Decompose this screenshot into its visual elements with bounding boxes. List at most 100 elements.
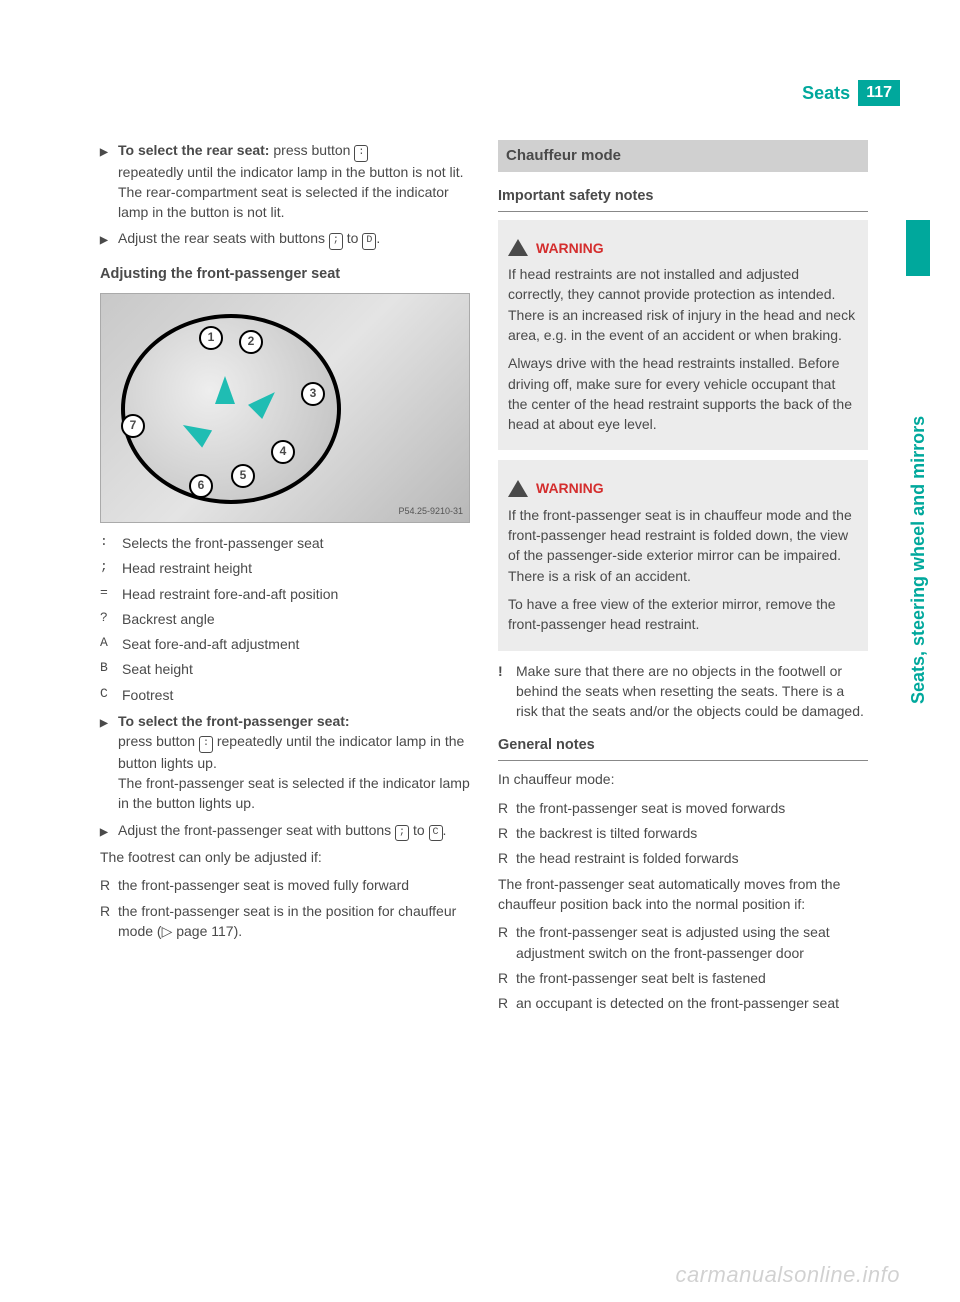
step-lead: To select the front-passenger seat: [118, 711, 470, 731]
subheading: Important safety notes [498, 186, 868, 212]
legend-item: BSeat height [100, 659, 470, 679]
manual-page: Seats 117 Seats, steering wheel and mirr… [0, 0, 960, 1302]
seat-control-figure: 1 2 3 4 5 6 7 P54.25-9210-31 [100, 293, 470, 523]
step-adjust-rear: Adjust the rear seats with buttons ; to … [100, 228, 470, 250]
bullet-text: the front-passenger seat is in the posit… [118, 901, 470, 942]
page-header: Seats 117 [802, 80, 900, 106]
callout-number: 4 [271, 440, 295, 464]
warning-triangle-icon [508, 480, 528, 497]
step-line: The rear-compartment seat is selected if… [118, 182, 470, 223]
callout-number: 2 [239, 330, 263, 354]
step-text: Adjust the rear seats with buttons [118, 230, 329, 246]
bullet-item: the backrest is tilted forwards [498, 823, 868, 843]
note-body: Make sure that there are no objects in t… [516, 661, 868, 722]
warning-paragraph: Always drive with the head restraints in… [508, 353, 858, 434]
step-select-front-passenger: To select the front-passenger seat: pres… [100, 711, 470, 814]
ref-num: : [199, 736, 213, 753]
side-tab-label: Seats, steering wheel and mirrors [906, 300, 930, 820]
warning-box: WARNING If the front-passenger seat is i… [498, 460, 868, 650]
bullet-text: the front-passenger seat is adjusted usi… [516, 922, 868, 963]
legend-text: Selects the front-passenger seat [122, 533, 470, 553]
caution-note: Make sure that there are no objects in t… [498, 661, 868, 722]
legend-item: ;Head restraint height [100, 558, 470, 578]
callout-number: 1 [199, 326, 223, 350]
step-adjust-front-passenger: Adjust the front-passenger seat with but… [100, 820, 470, 842]
bullet-text: an occupant is detected on the front-pas… [516, 993, 868, 1013]
bullet-item: an occupant is detected on the front-pas… [498, 993, 868, 1013]
left-column: To select the rear seat: press button : … [100, 140, 470, 1018]
figure-arrow-icon [215, 376, 235, 404]
bullet-item: the front-passenger seat is adjusted usi… [498, 922, 868, 963]
bullet-item: the front-passenger seat is moved forwar… [498, 798, 868, 818]
paragraph: The front-passenger seat automatically m… [498, 874, 868, 915]
ref-num: ; [329, 233, 343, 250]
step-text: Adjust the front-passenger seat with but… [118, 822, 395, 838]
bullet-item: the front-passenger seat is moved fully … [100, 875, 470, 895]
section-banner: Chauffeur mode [498, 140, 868, 172]
warning-box: WARNING If head restraints are not insta… [498, 220, 868, 451]
legend-item: =Head restraint fore-and-aft position [100, 584, 470, 604]
callout-number: 7 [121, 414, 145, 438]
bullet-text: the front-passenger seat belt is fastene… [516, 968, 868, 988]
callout-number: 5 [231, 464, 255, 488]
side-tab-block [906, 220, 930, 276]
step-line: repeatedly until the indicator lamp in t… [118, 162, 470, 182]
bullet-item: the front-passenger seat is in the posit… [100, 901, 470, 942]
paragraph: The footrest can only be adjusted if: [100, 847, 470, 867]
warning-head: WARNING [508, 478, 858, 498]
right-column: Chauffeur mode Important safety notes WA… [498, 140, 868, 1018]
step-text: . [376, 230, 380, 246]
bullet-item: the head restraint is folded forwards [498, 848, 868, 868]
step-text: press button [269, 142, 354, 158]
legend-item: ASeat fore-and-aft adjustment [100, 634, 470, 654]
step-lead: To select the rear seat: [118, 142, 269, 158]
paragraph: In chauffeur mode: [498, 769, 868, 789]
legend-item: CFootrest [100, 685, 470, 705]
legend-key: ? [100, 609, 122, 629]
legend-key: ; [100, 558, 122, 578]
step-body: Adjust the front-passenger seat with but… [118, 820, 470, 842]
legend-key: A [100, 634, 122, 654]
legend-item: ?Backrest angle [100, 609, 470, 629]
figure-arrow-icon [248, 385, 282, 419]
step-text: to [409, 822, 428, 838]
step-line: The front-passenger seat is selected if … [118, 773, 470, 814]
legend-key: B [100, 659, 122, 679]
legend-text: Backrest angle [122, 609, 470, 629]
warning-paragraph: To have a free view of the exterior mirr… [508, 594, 858, 635]
bullet-text: the front-passenger seat is moved fully … [118, 875, 470, 895]
watermark: carmanualsonline.info [675, 1262, 900, 1288]
bullet-text: the backrest is tilted forwards [516, 823, 868, 843]
side-thumb-tab: Seats, steering wheel and mirrors [906, 300, 930, 820]
bullet-text: the head restraint is folded forwards [516, 848, 868, 868]
warning-triangle-icon [508, 239, 528, 256]
step-select-rear-seat: To select the rear seat: press button : … [100, 140, 470, 222]
ref-num: D [362, 233, 376, 250]
legend-key: : [100, 533, 122, 553]
subheading: General notes [498, 735, 868, 761]
step-body: To select the front-passenger seat: pres… [118, 711, 470, 814]
ref-num: ; [395, 825, 409, 842]
warning-label: WARNING [536, 238, 604, 258]
legend-text: Seat height [122, 659, 470, 679]
warning-paragraph: If head restraints are not installed and… [508, 264, 858, 345]
callout-number: 6 [189, 474, 213, 498]
two-column-layout: To select the rear seat: press button : … [100, 140, 900, 1018]
legend-text: Seat fore-and-aft adjustment [122, 634, 470, 654]
legend-key: C [100, 685, 122, 705]
bullet-item: the front-passenger seat belt is fastene… [498, 968, 868, 988]
subheading: Adjusting the front-passenger seat [100, 264, 470, 285]
figure-arrow-icon [178, 416, 212, 447]
warning-label: WARNING [536, 478, 604, 498]
step-body: Adjust the rear seats with buttons ; to … [118, 228, 470, 250]
page-number: 117 [858, 80, 900, 106]
warning-paragraph: If the front-passenger seat is in chauff… [508, 505, 858, 586]
callout-number: 3 [301, 382, 325, 406]
warning-head: WARNING [508, 238, 858, 258]
step-arrow-icon [100, 711, 118, 814]
legend-item: :Selects the front-passenger seat [100, 533, 470, 553]
step-body: To select the rear seat: press button : … [118, 140, 470, 222]
figure-credit: P54.25-9210-31 [398, 505, 463, 518]
step-text: to [343, 230, 362, 246]
step-arrow-icon [100, 140, 118, 222]
